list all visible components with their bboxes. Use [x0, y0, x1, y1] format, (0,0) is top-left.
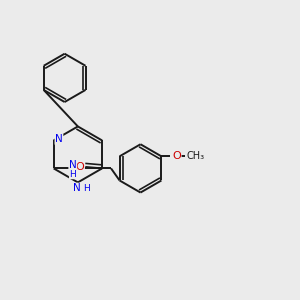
Text: H: H: [69, 170, 76, 179]
Text: N: N: [69, 160, 77, 170]
Text: CH₃: CH₃: [186, 151, 205, 161]
Text: N: N: [55, 134, 63, 144]
Text: H: H: [83, 184, 89, 193]
Text: N: N: [73, 183, 81, 193]
Text: O: O: [172, 151, 181, 161]
Text: O: O: [76, 162, 84, 172]
